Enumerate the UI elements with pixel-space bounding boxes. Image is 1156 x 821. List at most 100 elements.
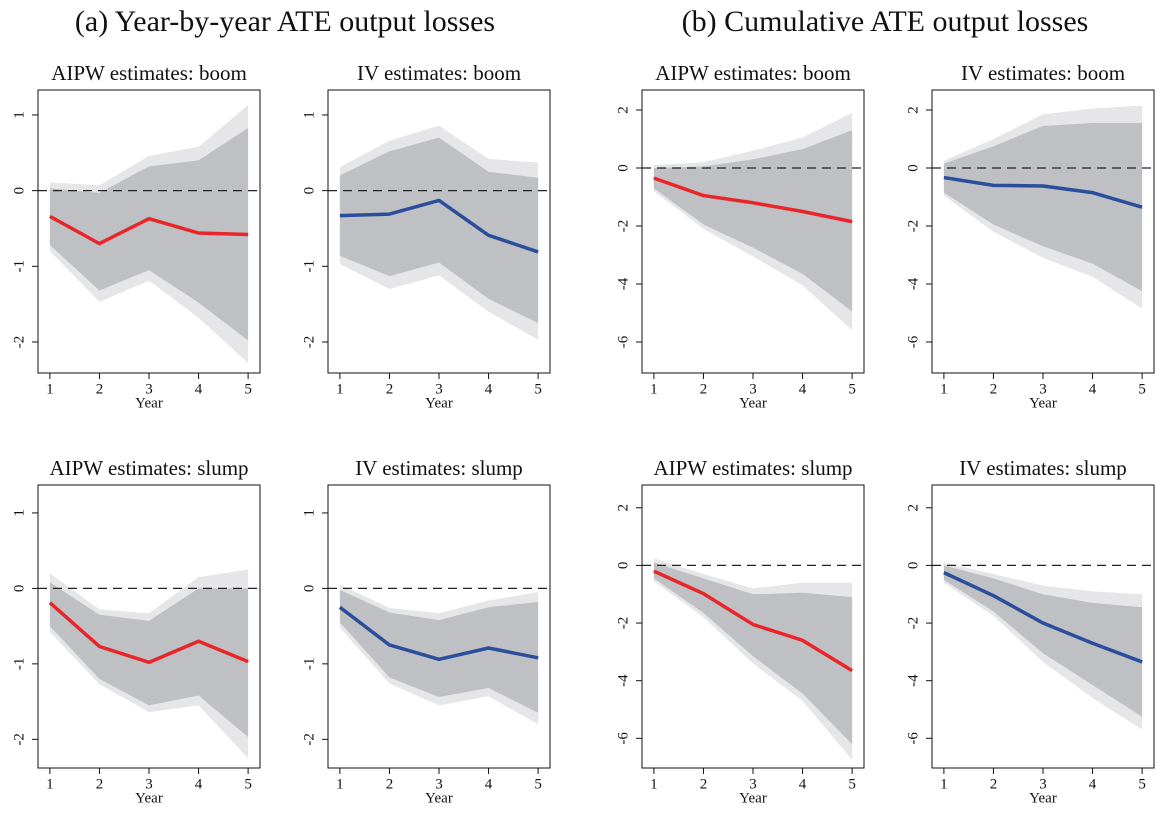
- y-tick-label: 1: [11, 111, 27, 119]
- x-tick-label: 1: [940, 381, 948, 397]
- x-tick-label: 2: [96, 776, 104, 792]
- estimate-line: [653, 569, 854, 673]
- x-axis-label: Year: [135, 395, 163, 411]
- y-tick-label: -6: [905, 732, 921, 745]
- confidence-band: [653, 130, 853, 312]
- x-tick-label: 2: [96, 381, 104, 397]
- estimate-line: [339, 198, 539, 254]
- y-tick-label: 0: [905, 562, 921, 570]
- confidence-band: [49, 127, 249, 341]
- panel-title: IV estimates: slump: [959, 456, 1127, 480]
- x-tick-label: 1: [940, 776, 948, 792]
- panel-title: AIPW estimates: boom: [655, 61, 851, 85]
- x-tick-label: 5: [848, 776, 856, 792]
- confidence-band: [653, 562, 853, 745]
- y-tick-label: -1: [301, 658, 317, 671]
- confidence-band: [943, 565, 1143, 717]
- y-tick-label: -4: [615, 674, 631, 687]
- x-axis-label: Year: [1029, 790, 1057, 806]
- y-tick-label: 2: [615, 504, 631, 512]
- panel-title: AIPW estimates: slump: [653, 456, 852, 480]
- x-tick-label: 3: [749, 776, 757, 792]
- y-tick-label: 0: [301, 187, 317, 195]
- y-tick-label: 2: [615, 106, 631, 114]
- y-tick-label: -2: [11, 733, 27, 746]
- x-tick-label: 2: [990, 776, 998, 792]
- x-tick-label: 1: [336, 776, 344, 792]
- x-tick-label: 5: [534, 381, 542, 397]
- x-tick-label: 3: [435, 776, 443, 792]
- panel-group-heading: (a) Year-by-year ATE output losses: [75, 5, 495, 38]
- x-tick-label: 2: [700, 776, 708, 792]
- confidence-band: [943, 123, 1143, 292]
- estimate-line: [653, 176, 853, 224]
- y-tick-label: -2: [615, 617, 631, 630]
- y-tick-label: -2: [11, 336, 27, 349]
- x-tick-label: 4: [485, 381, 493, 397]
- x-tick-label: 4: [1089, 381, 1097, 397]
- y-tick-label: -1: [11, 260, 27, 273]
- x-tick-label: 3: [749, 381, 757, 397]
- x-tick-label: 4: [485, 776, 493, 792]
- estimate-line: [943, 175, 1143, 209]
- y-tick-label: -2: [905, 220, 921, 233]
- y-tick-label: 2: [905, 504, 921, 512]
- x-tick-label: 4: [195, 381, 203, 397]
- x-tick-label: 2: [386, 776, 394, 792]
- x-tick-label: 5: [534, 776, 542, 792]
- x-tick-label: 2: [386, 381, 394, 397]
- y-tick-label: -4: [905, 674, 921, 687]
- confidence-band: [49, 582, 249, 738]
- x-tick-label: 1: [46, 381, 54, 397]
- y-tick-label: 1: [11, 509, 27, 517]
- y-tick-label: -4: [905, 277, 921, 290]
- confidence-band: [339, 137, 539, 324]
- y-tick-label: 0: [11, 585, 27, 593]
- y-tick-label: 1: [301, 509, 317, 517]
- y-tick-label: 1: [301, 111, 317, 119]
- y-tick-label: -2: [905, 617, 921, 630]
- x-axis-label: Year: [1029, 395, 1057, 411]
- x-tick-label: 1: [650, 381, 658, 397]
- y-tick-label: -1: [11, 658, 27, 671]
- y-tick-label: -2: [615, 220, 631, 233]
- panel-title: AIPW estimates: boom: [51, 61, 247, 85]
- y-tick-label: 0: [905, 164, 921, 172]
- x-axis-label: Year: [739, 395, 767, 411]
- x-axis-label: Year: [425, 790, 453, 806]
- x-tick-label: 2: [990, 381, 998, 397]
- x-tick-label: 4: [1089, 776, 1097, 792]
- y-tick-label: -2: [301, 336, 317, 349]
- estimate-line: [338, 605, 539, 662]
- panel-title: IV estimates: boom: [961, 61, 1125, 85]
- x-tick-label: 2: [700, 381, 708, 397]
- y-tick-label: 2: [905, 106, 921, 114]
- y-tick-label: -6: [615, 335, 631, 348]
- x-tick-label: 1: [336, 381, 344, 397]
- x-tick-label: 3: [1039, 776, 1047, 792]
- estimate-line: [943, 571, 1143, 664]
- x-tick-label: 5: [244, 776, 252, 792]
- panel-title: IV estimates: slump: [355, 456, 523, 480]
- y-tick-label: -6: [905, 335, 921, 348]
- x-tick-label: 5: [848, 381, 856, 397]
- y-tick-label: -6: [615, 732, 631, 745]
- x-tick-label: 5: [1138, 776, 1146, 792]
- y-tick-label: 0: [301, 585, 317, 593]
- x-tick-label: 4: [195, 776, 203, 792]
- panel-title: IV estimates: boom: [357, 61, 521, 85]
- x-axis-label: Year: [739, 790, 767, 806]
- y-tick-label: -4: [615, 277, 631, 290]
- panel-title: AIPW estimates: slump: [49, 456, 248, 480]
- estimate-line: [49, 214, 249, 246]
- x-tick-label: 5: [1138, 381, 1146, 397]
- x-axis-label: Year: [135, 790, 163, 806]
- y-tick-label: -2: [301, 733, 317, 746]
- confidence-band: [339, 589, 539, 713]
- y-tick-label: 0: [11, 187, 27, 195]
- x-axis-label: Year: [425, 395, 453, 411]
- x-tick-label: 3: [145, 381, 153, 397]
- y-tick-label: 0: [615, 164, 631, 172]
- x-tick-label: 3: [435, 381, 443, 397]
